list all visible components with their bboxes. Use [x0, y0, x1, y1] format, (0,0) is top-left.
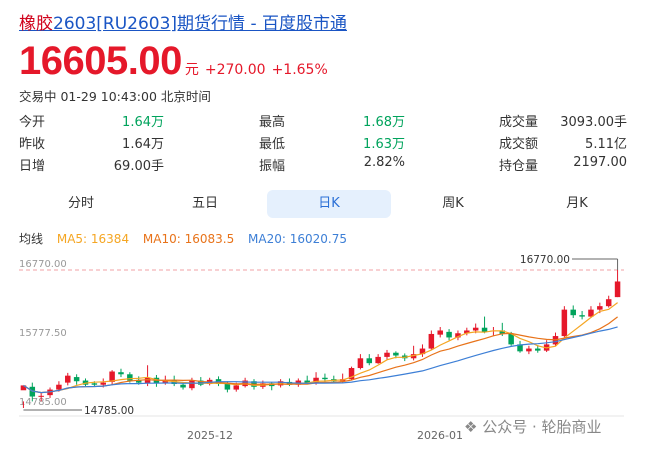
- current-price: 16605.00: [19, 39, 182, 83]
- candle-body: [100, 382, 106, 385]
- period-tabs: 分时 五日 日K 周K 月K: [19, 190, 639, 218]
- volume-label: 成交量: [499, 115, 539, 130]
- amplitude-label: 振幅: [259, 159, 286, 174]
- candle-body: [481, 327, 488, 332]
- candle-body: [144, 377, 151, 384]
- candle-body: [455, 333, 461, 338]
- candle-body: [56, 384, 62, 390]
- high-label: 最高: [259, 115, 286, 130]
- open-interest-label: 持仓量: [499, 159, 539, 174]
- x-tick-label: 2026-01: [417, 429, 463, 442]
- candle-body: [419, 348, 426, 355]
- open-value: 1.64万: [122, 115, 164, 130]
- candle-body: [304, 380, 310, 383]
- candle-body: [588, 309, 594, 317]
- title-prefix: 橡胶: [19, 14, 53, 34]
- daily-increase-value: 69.00手: [113, 159, 164, 174]
- prev-close-label: 昨收: [19, 137, 46, 152]
- ma5-line: [23, 302, 618, 394]
- trading-status: 交易中 01-29 10:43:00 北京时间: [19, 89, 211, 104]
- tab-five-day[interactable]: 五日: [191, 196, 218, 211]
- watermark-text: 公众号 · 轮胎商业: [482, 418, 602, 436]
- high-value: 1.68万: [363, 115, 405, 130]
- candle-body: [366, 358, 373, 364]
- y-tick-label: 16770.00: [19, 259, 67, 270]
- y-tick-label: 15777.50: [19, 328, 67, 339]
- candle-body: [171, 380, 177, 385]
- x-tick-label: 2025-12: [187, 429, 233, 442]
- ma20-legend: MA20: 16020.75: [248, 232, 347, 246]
- candle-body: [472, 327, 479, 331]
- candle-body: [446, 331, 452, 338]
- candle-body: [579, 315, 585, 317]
- candle-body: [180, 384, 186, 388]
- candle-body: [233, 385, 240, 390]
- candle-body: [526, 348, 532, 352]
- candle-body: [322, 377, 328, 380]
- candle-body: [357, 358, 364, 369]
- candle-body: [375, 356, 381, 364]
- candle-body: [499, 330, 506, 334]
- candle-body: [517, 344, 523, 352]
- turnover-value: 5.11亿: [585, 137, 627, 152]
- ma-label: 均线: [19, 232, 44, 246]
- candle-body: [535, 348, 541, 351]
- candle-body: [437, 330, 443, 335]
- candle-body: [428, 333, 435, 349]
- title-rest: 2603[RU2603]期货行情 - 百度股市通: [53, 14, 347, 34]
- candle-body: [73, 377, 80, 382]
- candle-body: [20, 385, 27, 391]
- ma20-line: [23, 326, 618, 394]
- candle-body: [109, 371, 115, 382]
- price-change: +270.00: [204, 62, 266, 78]
- candle-body: [508, 333, 514, 345]
- y-tick-label: 14785.00: [19, 397, 67, 408]
- candle-body: [29, 386, 36, 397]
- candle-body: [348, 368, 355, 380]
- candle-body: [91, 383, 98, 385]
- candle-body: [464, 330, 470, 334]
- volume-value: 3093.00手: [560, 115, 627, 130]
- turnover-label: 成交额: [499, 137, 539, 152]
- candle-body: [393, 352, 399, 356]
- candle-body: [570, 309, 576, 316]
- open-label: 今开: [19, 115, 46, 130]
- candle-body: [597, 306, 603, 310]
- daily-increase-label: 日增: [19, 159, 46, 174]
- candle-body: [313, 377, 319, 383]
- candle-body: [224, 384, 231, 390]
- candle-body: [561, 309, 568, 337]
- wechat-watermark: ❖ 公众号 · 轮胎商业: [464, 416, 602, 437]
- candle-body: [118, 372, 124, 375]
- ma10-legend: MA10: 16083.5: [142, 232, 235, 246]
- candle-body: [38, 395, 44, 397]
- tab-daily-k[interactable]: 日K: [267, 190, 391, 218]
- page-title[interactable]: 橡胶2603[RU2603]期货行情 - 百度股市通: [19, 9, 347, 34]
- candle-body: [384, 352, 390, 357]
- low-marker-label: 14785.00: [84, 405, 134, 417]
- candle-body: [410, 354, 417, 359]
- amplitude-value: 2.82%: [363, 155, 405, 170]
- ma5-legend: MA5: 16384: [56, 232, 130, 246]
- price-change-pct: +1.65%: [271, 62, 328, 78]
- low-value: 1.63万: [363, 137, 405, 152]
- tab-intraday[interactable]: 分时: [67, 196, 94, 211]
- candle-body: [605, 299, 612, 307]
- open-interest-value: 2197.00: [573, 155, 627, 170]
- price-unit: 元: [184, 62, 199, 78]
- candle-body: [127, 374, 133, 381]
- prev-close-value: 1.64万: [122, 137, 164, 152]
- high-marker-label: 16770.00: [520, 254, 570, 266]
- candle-body: [189, 380, 195, 389]
- tab-monthly-k[interactable]: 月K: [566, 196, 588, 211]
- ma-legend: 均线 MA5: 16384 MA10: 16083.5 MA20: 16020.…: [19, 230, 357, 247]
- price-row: 16605.00 元 +270.00 +1.65%: [19, 39, 328, 84]
- kline-chart[interactable]: 16770.00 15777.50 14785.00 16770.00 14785.00…: [0, 250, 657, 453]
- candle-body: [614, 281, 621, 298]
- low-label: 最低: [259, 137, 286, 152]
- candle-body: [135, 379, 142, 383]
- wechat-icon: ❖: [464, 418, 478, 436]
- candle-body: [65, 375, 71, 383]
- tab-weekly-k[interactable]: 周K: [442, 196, 464, 211]
